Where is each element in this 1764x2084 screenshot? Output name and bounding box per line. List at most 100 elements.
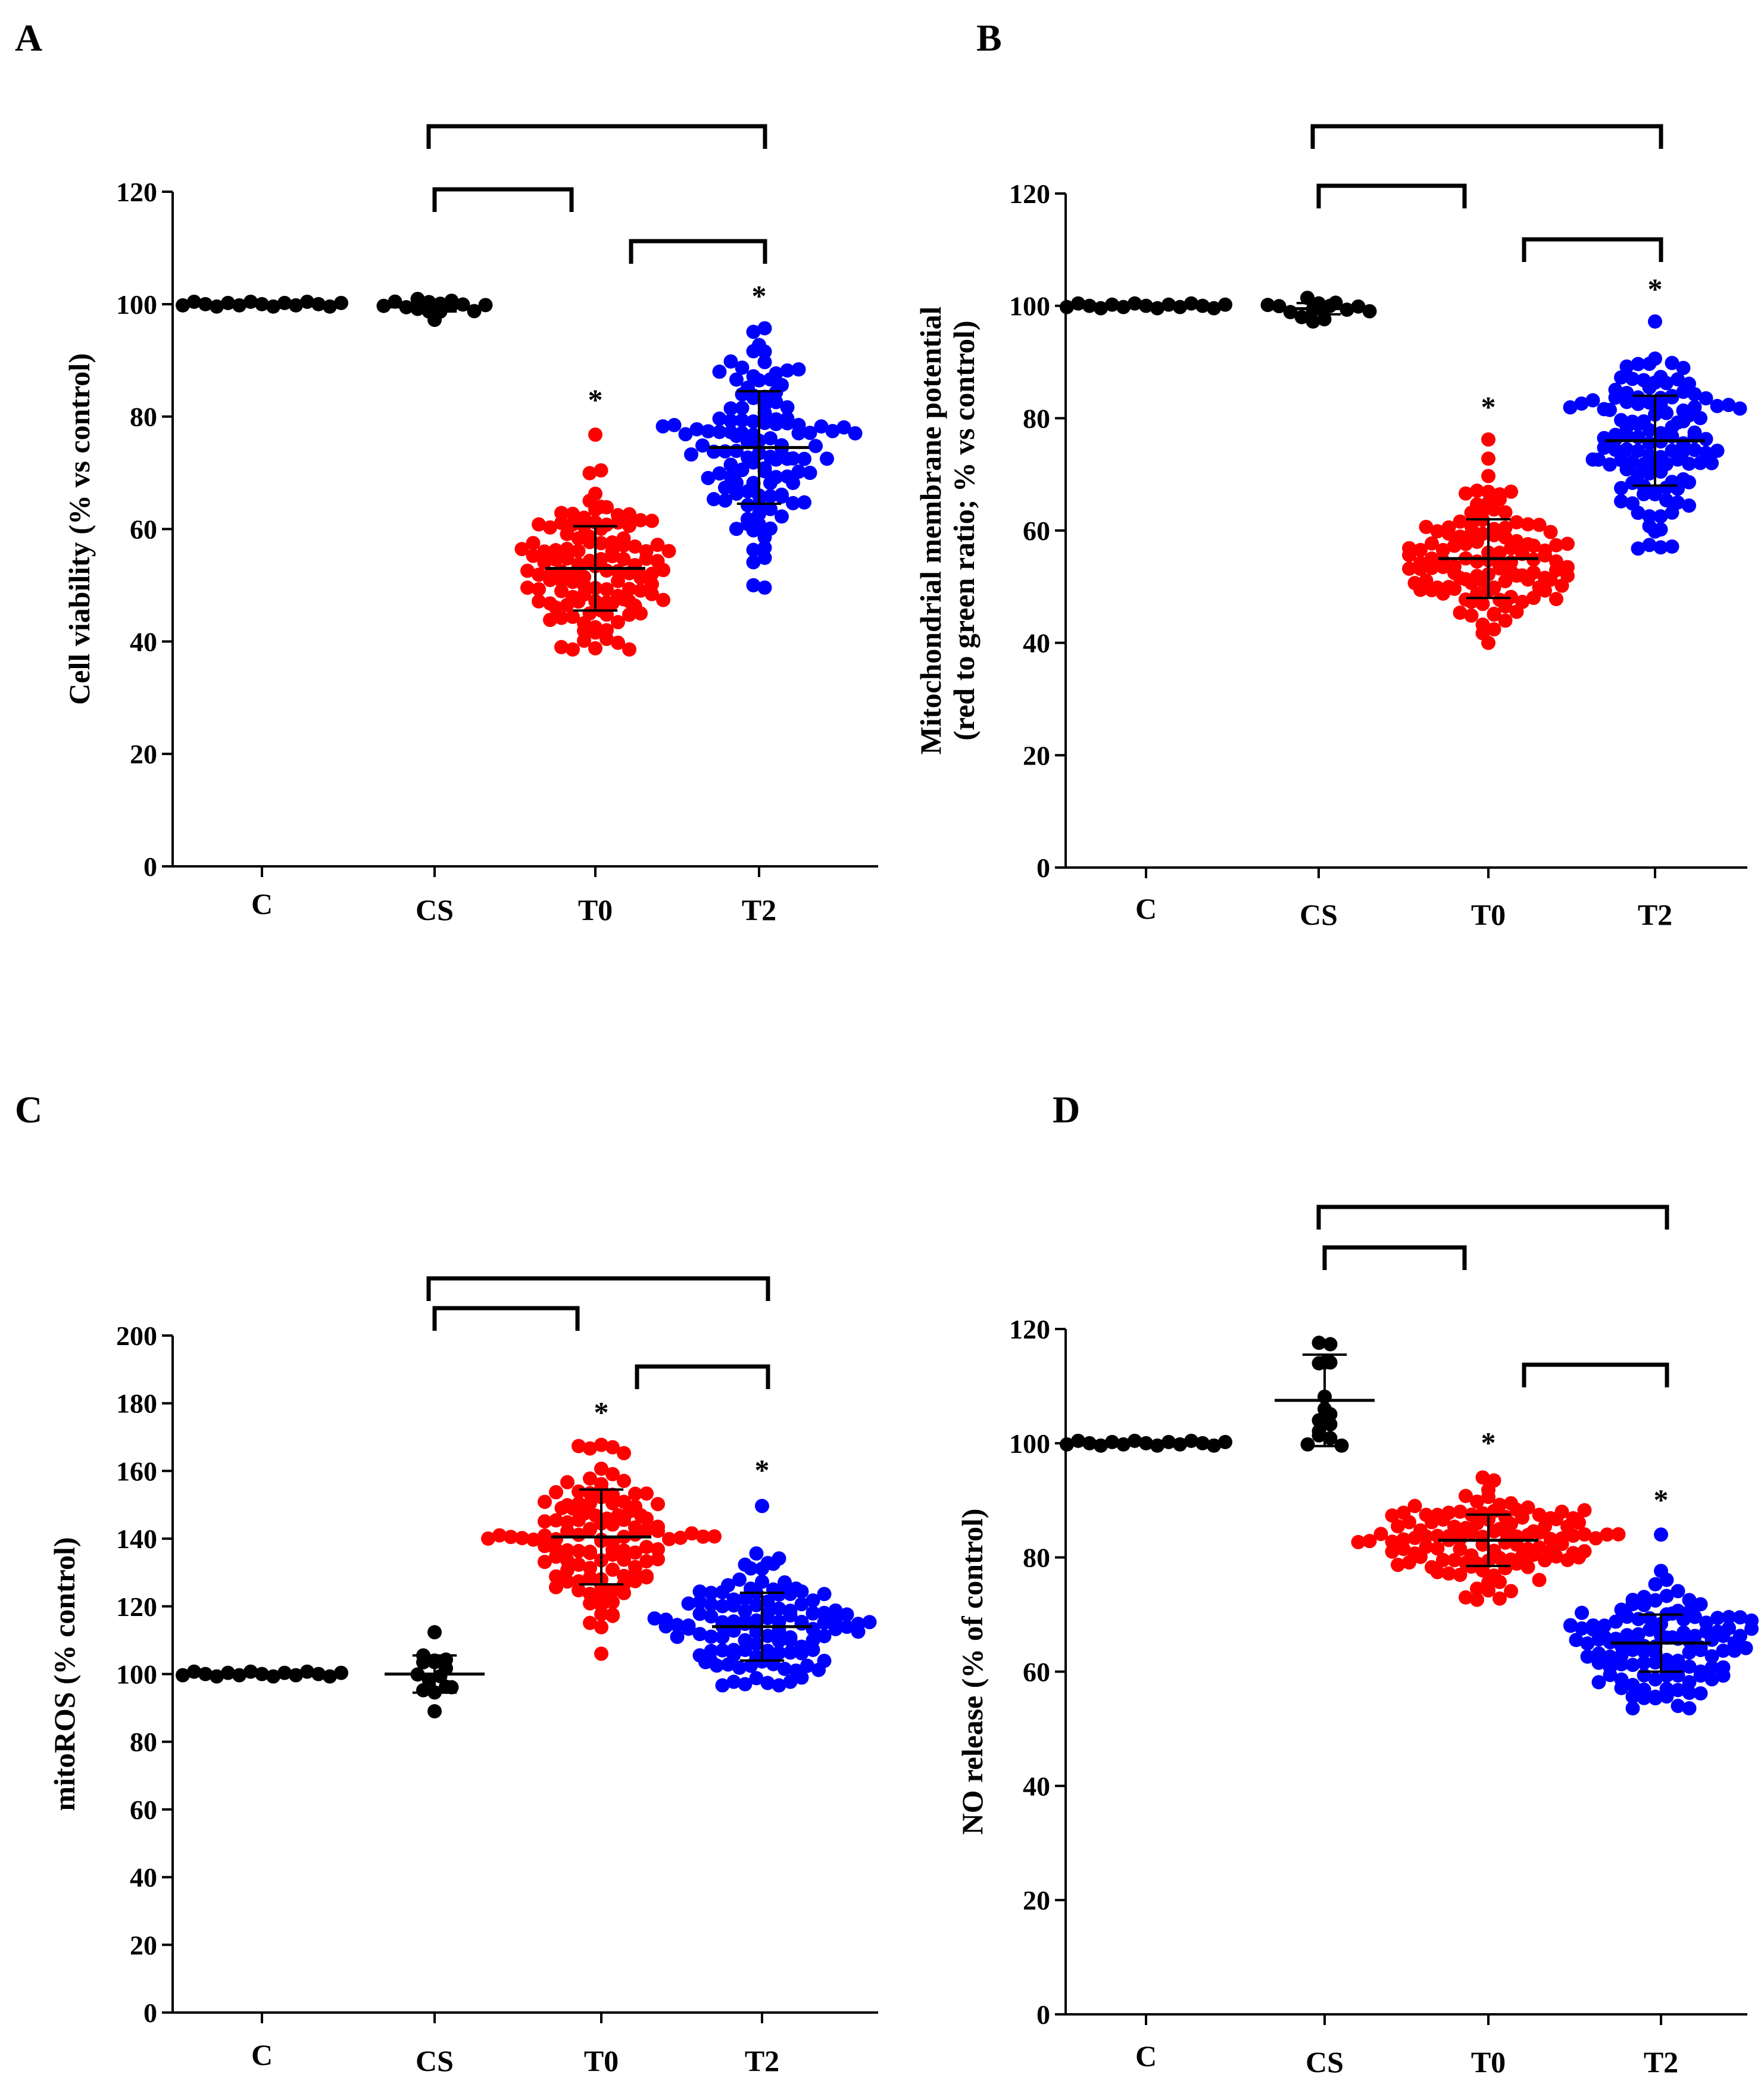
x-tick-label: C [1135,892,1157,925]
data-point [583,1496,597,1511]
data-point [1312,1336,1326,1350]
data-point [1532,517,1547,532]
data-point [723,457,738,472]
data-point [741,498,755,513]
data-point [780,411,795,426]
data-point [670,1630,685,1645]
data-point [187,1664,201,1679]
data-point [1614,413,1628,428]
data-point [1538,583,1552,598]
significance-star: * [594,1396,609,1429]
data-point [655,419,670,434]
data-point [538,1514,552,1529]
data-point [1738,1640,1753,1655]
data-point [729,372,744,387]
data-point [605,1595,620,1609]
data-point [696,1529,710,1544]
panel-letter: A [15,17,42,59]
data-point [639,551,654,566]
data-point [583,1521,597,1536]
data-point [1549,592,1563,607]
data-point [538,1555,552,1570]
data-point [1642,466,1657,481]
data-point [560,1574,575,1589]
data-point [198,1667,213,1681]
data-point [1591,1646,1606,1661]
data-point [789,1663,803,1678]
x-tick-label: CS [416,893,454,926]
data-point [1611,1527,1626,1542]
data-point [1716,1628,1731,1643]
data-point [605,1517,620,1532]
data-point [783,1674,798,1689]
data-point [566,609,580,624]
data-point [1625,1701,1640,1716]
data-point [692,1606,707,1621]
data-point [1195,298,1210,313]
data-point [481,1531,495,1546]
data-point [627,539,642,554]
series-cs [1260,291,1377,329]
data-point [1532,1573,1547,1587]
data-point [1682,456,1696,471]
x-tick-label: T0 [1471,898,1506,931]
data-point [605,1542,620,1557]
y-tick-label: 160 [116,1456,157,1486]
data-point [701,470,716,485]
data-point [1716,1643,1731,1658]
data-point [427,1704,442,1719]
data-point [323,299,337,314]
data-point [662,1531,676,1546]
y-tick-label: 60 [1023,516,1050,546]
y-tick-label: 120 [1009,179,1050,209]
data-point [1470,569,1484,584]
series-cs [1275,1336,1375,1453]
data-point [1509,515,1524,530]
data-point [560,1553,575,1568]
data-point [1419,520,1434,535]
data-point [1521,536,1535,551]
y-tick-label: 20 [130,1930,157,1960]
data-point [478,298,493,313]
data-point [639,1568,654,1583]
data-point [560,551,575,566]
data-point [808,439,823,454]
x-tick-label: T2 [1638,898,1672,931]
data-point [760,1594,775,1609]
data-point [757,355,772,370]
data-point [760,1628,775,1643]
y-tick-label: 0 [143,1998,157,2028]
comparison-bracket [432,1306,580,1331]
data-point [1614,494,1628,508]
data-point [1687,442,1702,457]
data-point [757,550,772,565]
data-point [775,487,789,502]
data-point [1614,1656,1629,1671]
data-point [707,1529,722,1544]
data-point [1676,1625,1691,1640]
data-point [1493,561,1507,576]
data-point [549,1513,563,1528]
data-point [1659,1681,1674,1696]
significance-star: * [588,383,603,416]
data-point [746,428,761,442]
y-axis-title-line: (red to green ratio; % vs control) [947,320,981,740]
data-point [775,378,789,392]
data-point [1481,451,1496,466]
data-point [1682,1659,1697,1674]
data-point [651,1542,665,1557]
data-point [1710,1611,1725,1626]
data-point [746,325,761,339]
data-point [1699,432,1713,447]
data-point [712,411,727,426]
data-point [1625,1592,1640,1607]
data-point [732,1572,747,1587]
data-point [763,501,778,516]
data-point [422,1673,436,1687]
data-point [1060,300,1074,314]
data-point [526,548,541,563]
data-point [427,1625,442,1640]
data-point [600,500,614,514]
data-point [571,544,586,559]
